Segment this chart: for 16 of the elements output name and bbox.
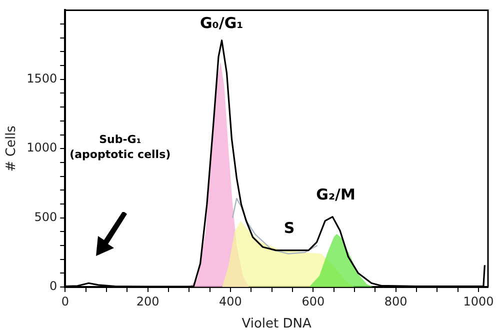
y-tick-label: 0 [50, 279, 58, 294]
y-tick-label: 1000 [26, 140, 58, 155]
x-tick-label: 800 [384, 294, 408, 308]
x-axis-title: Violet DNA [242, 316, 312, 332]
x-tick-label: 1000 [463, 294, 494, 308]
x-tick-label: 200 [136, 294, 160, 308]
x-tick-label: 600 [302, 294, 325, 308]
x-tick-label: 0 [61, 294, 69, 308]
annotation: S [284, 218, 295, 237]
y-tick-label: 1500 [26, 72, 58, 86]
annotation: Sub-G₁ (apoptotic cells) [70, 133, 171, 162]
annotation: G₀/G₁ [200, 14, 244, 32]
y-tick-label: 500 [34, 210, 58, 224]
y-axis-title: # Cells [4, 125, 20, 172]
annotation: G₂/M [316, 186, 356, 204]
x-tick-label: 400 [219, 294, 242, 308]
